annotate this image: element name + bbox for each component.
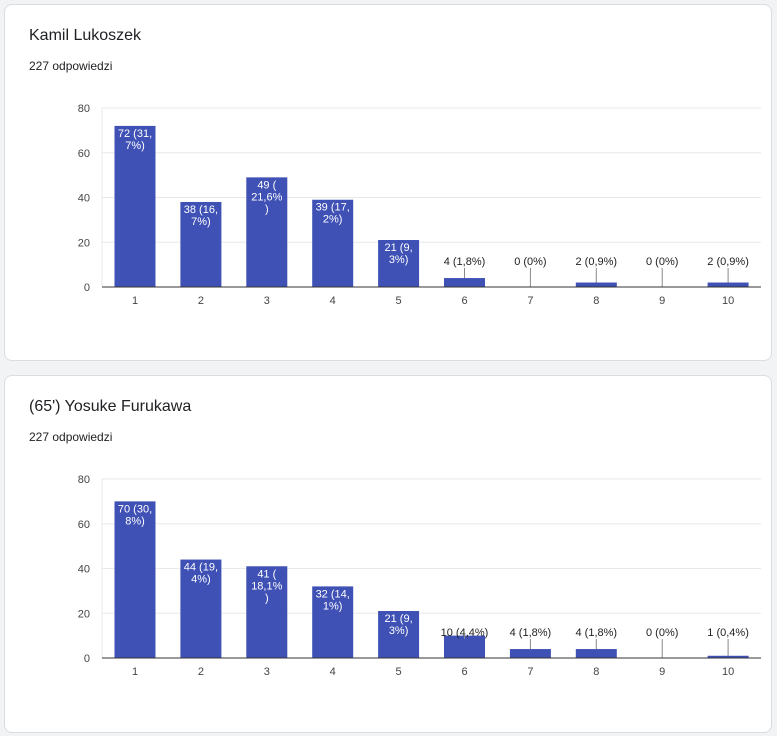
data-label: 7%) (191, 216, 211, 228)
chart-title: (65') Yosuke Furukawa (29, 398, 192, 415)
x-tick-label: 4 (330, 295, 336, 307)
data-label: 21,6% (251, 191, 282, 203)
x-tick-label: 2 (198, 295, 204, 307)
data-label: ) (265, 592, 269, 604)
x-tick-label: 1 (132, 295, 138, 307)
bar (114, 501, 156, 658)
y-tick-label: 80 (78, 103, 90, 115)
y-tick-label: 20 (78, 237, 90, 249)
y-tick-label: 60 (78, 519, 90, 531)
bar (444, 635, 485, 658)
data-label: 3%) (389, 254, 409, 266)
x-tick-label: 2 (198, 666, 204, 678)
data-label: 0 (0%) (646, 256, 678, 268)
bar (246, 566, 288, 658)
data-label: 1%) (323, 600, 343, 612)
x-tick-label: 6 (461, 295, 467, 307)
y-tick-label: 40 (78, 564, 90, 576)
data-label: 38 (16, (184, 204, 218, 216)
x-tick-label: 9 (659, 666, 665, 678)
data-label: 41 ( (257, 568, 276, 580)
data-label: 7%) (125, 140, 145, 152)
chart-card: Kamil Lukoszek 227 odpowiedzi 0 20 40 60 80 1… (4, 4, 772, 361)
y-tick-label: 40 (78, 193, 90, 205)
data-label: 1 (0,4%) (707, 627, 749, 639)
x-tick-label: 8 (593, 666, 599, 678)
y-tick-label: 0 (84, 653, 90, 665)
bar (114, 125, 156, 288)
bar (378, 611, 420, 658)
data-label: 44 (19, (184, 562, 218, 574)
data-label: 32 (14, (316, 588, 350, 600)
data-label: 4 (1,8%) (576, 627, 618, 639)
chart-card: (65') Yosuke Furukawa 227 odpowiedzi 0 20… (4, 375, 772, 733)
x-tick-label: 3 (264, 666, 270, 678)
x-tick-label: 7 (527, 295, 533, 307)
data-label: 10 (4,4%) (441, 627, 489, 639)
data-label: 2 (0,9%) (707, 256, 749, 268)
x-tick-label: 5 (396, 295, 402, 307)
bar (180, 559, 222, 658)
data-label: 4%) (191, 574, 211, 586)
bar (180, 201, 222, 287)
data-label: 3%) (389, 625, 409, 637)
data-label: 2 (0,9%) (576, 256, 618, 268)
data-label: 39 (17, (316, 202, 350, 214)
bar (707, 282, 749, 287)
x-tick-label: 10 (722, 666, 734, 678)
bar (575, 282, 617, 287)
x-tick-label: 4 (330, 666, 336, 678)
bar (378, 240, 420, 287)
data-label: 49 ( (257, 179, 276, 191)
bar (707, 655, 749, 658)
response-count: 227 odpowiedzi (29, 430, 113, 444)
x-tick-label: 1 (132, 666, 138, 678)
x-tick-label: 8 (593, 295, 599, 307)
data-label: 21 (9, (385, 242, 413, 254)
chart-title: Kamil Lukoszek (29, 27, 142, 44)
data-label: ) (265, 203, 269, 215)
x-tick-label: 5 (396, 666, 402, 678)
data-label: 72 (31, (118, 128, 152, 140)
bar (312, 199, 354, 287)
data-label: 0 (0%) (646, 627, 678, 639)
x-tick-label: 9 (659, 295, 665, 307)
bar (575, 649, 617, 658)
response-count: 227 odpowiedzi (29, 59, 113, 73)
data-label: 2%) (323, 214, 343, 226)
y-tick-label: 80 (78, 474, 90, 486)
data-label: 21 (9, (385, 613, 413, 625)
y-tick-label: 60 (78, 148, 90, 160)
data-label: 4 (1,8%) (444, 256, 486, 268)
x-tick-label: 6 (461, 666, 467, 678)
x-tick-label: 10 (722, 295, 734, 307)
bar (312, 586, 354, 658)
bar-chart: 0 20 40 60 80 1 70 (30,8%) 2 44 (19,4%) 3 41 (18,1… (78, 474, 761, 678)
bar (246, 177, 288, 287)
y-tick-label: 0 (84, 282, 90, 294)
x-tick-label: 7 (527, 666, 533, 678)
y-tick-label: 20 (78, 608, 90, 620)
data-label: 70 (30, (118, 503, 152, 515)
bar (509, 649, 551, 658)
data-label: 0 (0%) (514, 256, 546, 268)
data-label: 8%) (125, 515, 145, 527)
x-tick-label: 3 (264, 295, 270, 307)
data-label: 4 (1,8%) (510, 627, 552, 639)
data-label: 18,1% (251, 580, 282, 592)
bar (444, 278, 485, 287)
